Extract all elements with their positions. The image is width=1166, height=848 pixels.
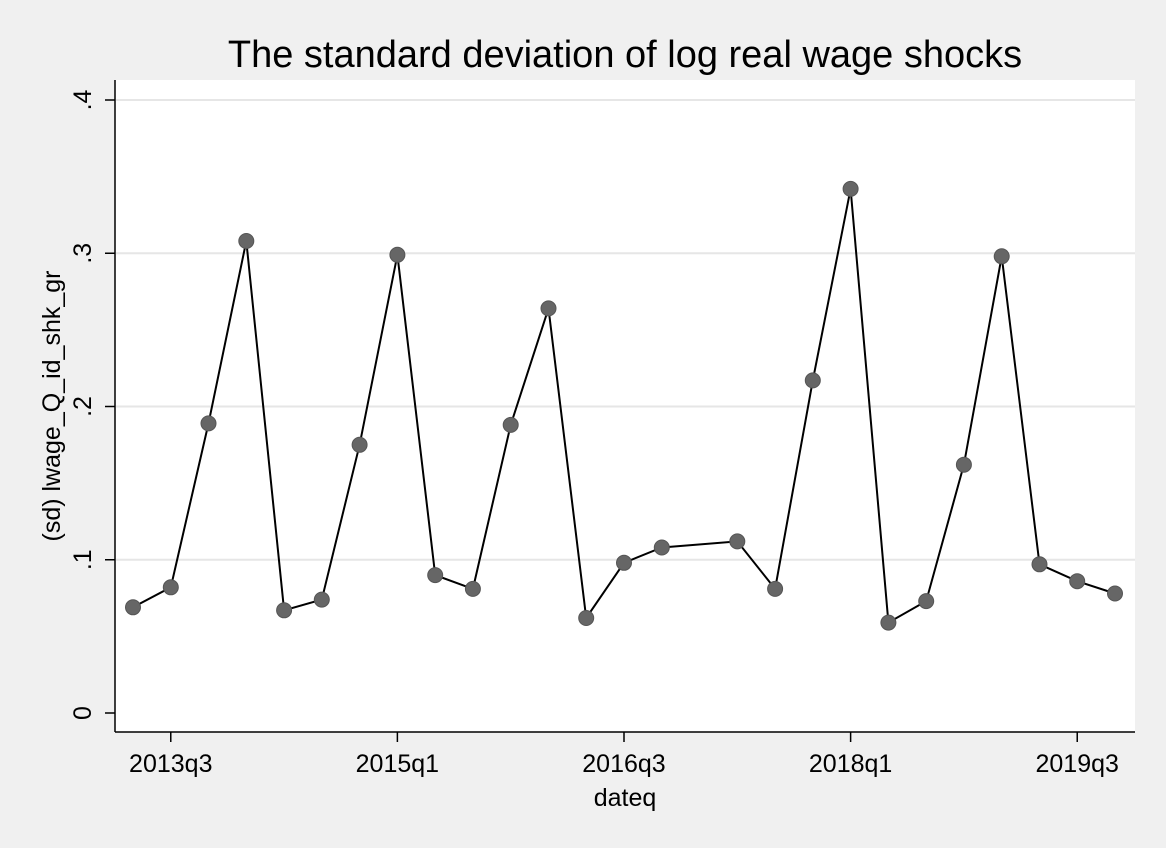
data-point	[729, 533, 746, 550]
chart-title: The standard deviation of log real wage …	[228, 34, 1022, 76]
y-tick-label: 0	[69, 706, 97, 720]
y-tick-label: .3	[69, 243, 97, 264]
data-point	[880, 614, 897, 631]
y-tick-label: .4	[69, 89, 97, 110]
y-tick-label: .2	[69, 396, 97, 417]
data-point	[125, 599, 141, 616]
data-point	[918, 593, 935, 610]
data-point	[276, 602, 293, 619]
series	[125, 180, 1123, 631]
data-point	[1107, 585, 1123, 602]
data-point	[200, 415, 217, 432]
data-point	[616, 554, 632, 571]
data-point	[313, 591, 330, 608]
data-point	[955, 456, 972, 473]
data-point	[578, 610, 595, 626]
data-point	[653, 539, 670, 556]
data-point	[1069, 573, 1086, 590]
data-point	[1031, 556, 1048, 573]
data-point	[993, 248, 1010, 265]
data-point	[464, 580, 481, 597]
data-point	[842, 180, 859, 197]
x-tick-label: 2018q1	[809, 750, 892, 778]
x-axis-ticks: 2013q3 2015q1 2016q3 2018q1 2019q3	[129, 732, 1119, 778]
x-tick-label: 2016q3	[582, 750, 665, 778]
y-axis-label: (sd) lwage_Q_id_shk_gr	[38, 271, 66, 542]
x-tick-label: 2015q1	[356, 750, 439, 778]
data-point	[502, 416, 519, 433]
data-point	[804, 372, 821, 389]
data-point	[162, 579, 179, 596]
data-point	[427, 567, 444, 584]
x-tick-label: 2013q3	[129, 750, 212, 778]
data-point	[540, 300, 557, 317]
data-point	[767, 580, 784, 597]
x-tick-label: 2019q3	[1036, 750, 1119, 778]
data-point	[351, 436, 368, 453]
data-point	[238, 233, 255, 249]
data-point	[389, 246, 406, 263]
y-tick-label: .1	[69, 549, 97, 570]
y-axis-ticks: 0 .1 .2 .3 .4	[69, 89, 115, 720]
x-axis-label: dateq	[594, 784, 657, 812]
gridlines	[116, 99, 1135, 561]
